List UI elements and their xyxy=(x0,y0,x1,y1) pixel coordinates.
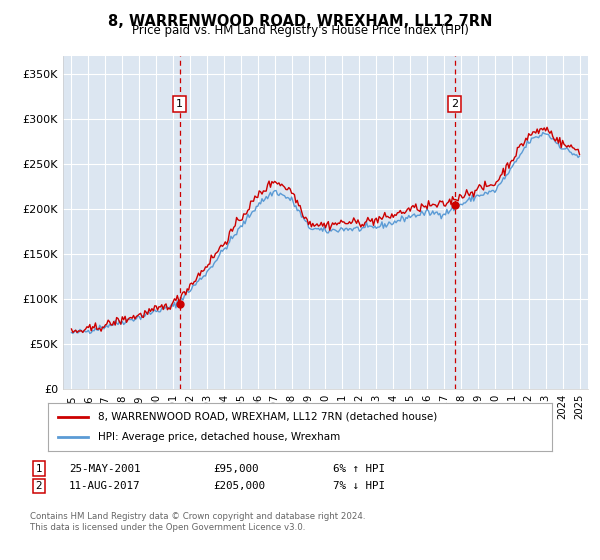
Text: 2: 2 xyxy=(35,481,43,491)
Text: 25-MAY-2001: 25-MAY-2001 xyxy=(69,464,140,474)
Text: £205,000: £205,000 xyxy=(213,481,265,491)
Text: £95,000: £95,000 xyxy=(213,464,259,474)
Text: 11-AUG-2017: 11-AUG-2017 xyxy=(69,481,140,491)
Text: 1: 1 xyxy=(35,464,43,474)
Text: 8, WARRENWOOD ROAD, WREXHAM, LL12 7RN: 8, WARRENWOOD ROAD, WREXHAM, LL12 7RN xyxy=(108,14,492,29)
Text: 2: 2 xyxy=(451,99,458,109)
Text: 8, WARRENWOOD ROAD, WREXHAM, LL12 7RN (detached house): 8, WARRENWOOD ROAD, WREXHAM, LL12 7RN (d… xyxy=(98,412,437,422)
Text: 6% ↑ HPI: 6% ↑ HPI xyxy=(333,464,385,474)
Text: Contains HM Land Registry data © Crown copyright and database right 2024.
This d: Contains HM Land Registry data © Crown c… xyxy=(30,512,365,532)
Text: HPI: Average price, detached house, Wrexham: HPI: Average price, detached house, Wrex… xyxy=(98,432,341,442)
Text: 7% ↓ HPI: 7% ↓ HPI xyxy=(333,481,385,491)
Text: 1: 1 xyxy=(176,99,183,109)
Text: Price paid vs. HM Land Registry's House Price Index (HPI): Price paid vs. HM Land Registry's House … xyxy=(131,24,469,37)
